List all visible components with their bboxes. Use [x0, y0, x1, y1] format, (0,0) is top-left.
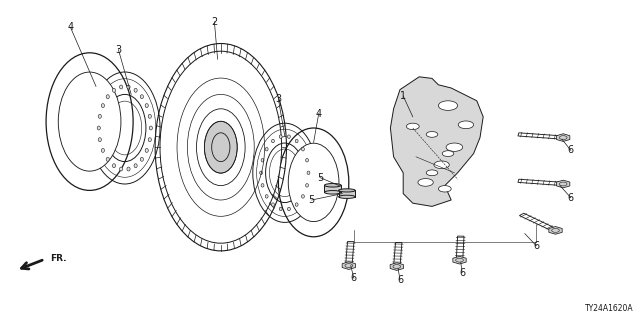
Ellipse shape	[301, 148, 305, 151]
Ellipse shape	[324, 190, 341, 194]
Ellipse shape	[46, 53, 133, 190]
Ellipse shape	[260, 171, 262, 174]
Ellipse shape	[160, 51, 282, 243]
Ellipse shape	[98, 138, 101, 142]
Polygon shape	[339, 190, 355, 197]
Text: 6: 6	[351, 273, 357, 284]
Ellipse shape	[155, 44, 287, 251]
Text: 6: 6	[568, 193, 574, 203]
Ellipse shape	[339, 195, 355, 198]
Ellipse shape	[271, 139, 275, 143]
Ellipse shape	[113, 164, 116, 168]
Ellipse shape	[271, 203, 275, 206]
Ellipse shape	[145, 104, 148, 108]
Polygon shape	[520, 213, 557, 232]
Ellipse shape	[97, 126, 100, 130]
Text: 4: 4	[67, 22, 74, 32]
Ellipse shape	[261, 184, 264, 187]
Ellipse shape	[265, 148, 268, 151]
Ellipse shape	[120, 167, 123, 171]
Text: 5: 5	[317, 172, 323, 183]
Circle shape	[446, 143, 463, 151]
Ellipse shape	[306, 158, 308, 162]
Ellipse shape	[279, 207, 282, 211]
Text: 3: 3	[115, 44, 122, 55]
Text: 4: 4	[316, 108, 322, 119]
Ellipse shape	[253, 123, 317, 222]
Ellipse shape	[339, 189, 355, 192]
Polygon shape	[456, 236, 464, 260]
Ellipse shape	[127, 167, 130, 171]
Ellipse shape	[287, 207, 291, 211]
Circle shape	[438, 101, 458, 110]
Polygon shape	[324, 185, 341, 192]
Ellipse shape	[204, 121, 237, 173]
Circle shape	[406, 123, 419, 130]
Ellipse shape	[295, 139, 298, 143]
Ellipse shape	[287, 135, 291, 138]
Ellipse shape	[127, 85, 130, 89]
Circle shape	[418, 179, 433, 186]
Text: 6: 6	[533, 241, 540, 251]
Text: 6: 6	[568, 145, 574, 156]
Text: 6: 6	[459, 268, 465, 278]
Text: 2: 2	[211, 17, 218, 27]
Polygon shape	[346, 242, 354, 266]
Text: 5: 5	[308, 195, 315, 205]
Ellipse shape	[106, 157, 109, 161]
Ellipse shape	[140, 95, 143, 99]
Ellipse shape	[101, 148, 104, 152]
Polygon shape	[390, 263, 403, 270]
Polygon shape	[342, 262, 355, 269]
Ellipse shape	[106, 95, 109, 99]
Ellipse shape	[140, 157, 143, 161]
Ellipse shape	[261, 158, 264, 162]
Ellipse shape	[134, 164, 137, 168]
Polygon shape	[518, 179, 564, 186]
Text: TY24A1620A: TY24A1620A	[585, 304, 634, 313]
Ellipse shape	[98, 114, 101, 118]
Ellipse shape	[307, 171, 310, 174]
Text: FR.: FR.	[50, 254, 67, 263]
Ellipse shape	[90, 72, 160, 184]
Ellipse shape	[148, 114, 152, 118]
Circle shape	[438, 186, 451, 192]
Ellipse shape	[149, 126, 152, 130]
Ellipse shape	[134, 88, 137, 92]
Polygon shape	[390, 77, 483, 206]
Polygon shape	[549, 227, 562, 234]
Ellipse shape	[295, 203, 298, 206]
Ellipse shape	[148, 138, 152, 142]
Polygon shape	[518, 133, 564, 139]
Ellipse shape	[120, 85, 123, 89]
Polygon shape	[557, 180, 570, 188]
Polygon shape	[394, 243, 402, 267]
Ellipse shape	[145, 148, 148, 152]
Ellipse shape	[324, 183, 341, 187]
Ellipse shape	[113, 88, 116, 92]
Ellipse shape	[58, 72, 121, 171]
Circle shape	[434, 161, 449, 169]
Ellipse shape	[278, 128, 349, 237]
Ellipse shape	[101, 104, 104, 108]
Polygon shape	[453, 256, 466, 264]
Ellipse shape	[279, 135, 282, 138]
Ellipse shape	[306, 184, 308, 187]
Text: 1: 1	[400, 91, 406, 101]
Ellipse shape	[301, 195, 305, 198]
Text: 3: 3	[275, 94, 282, 104]
Circle shape	[442, 151, 454, 156]
Text: 6: 6	[397, 275, 403, 285]
Circle shape	[426, 170, 438, 176]
Ellipse shape	[288, 143, 339, 221]
Circle shape	[426, 132, 438, 137]
Circle shape	[458, 121, 474, 129]
Ellipse shape	[265, 195, 268, 198]
Polygon shape	[557, 134, 570, 141]
